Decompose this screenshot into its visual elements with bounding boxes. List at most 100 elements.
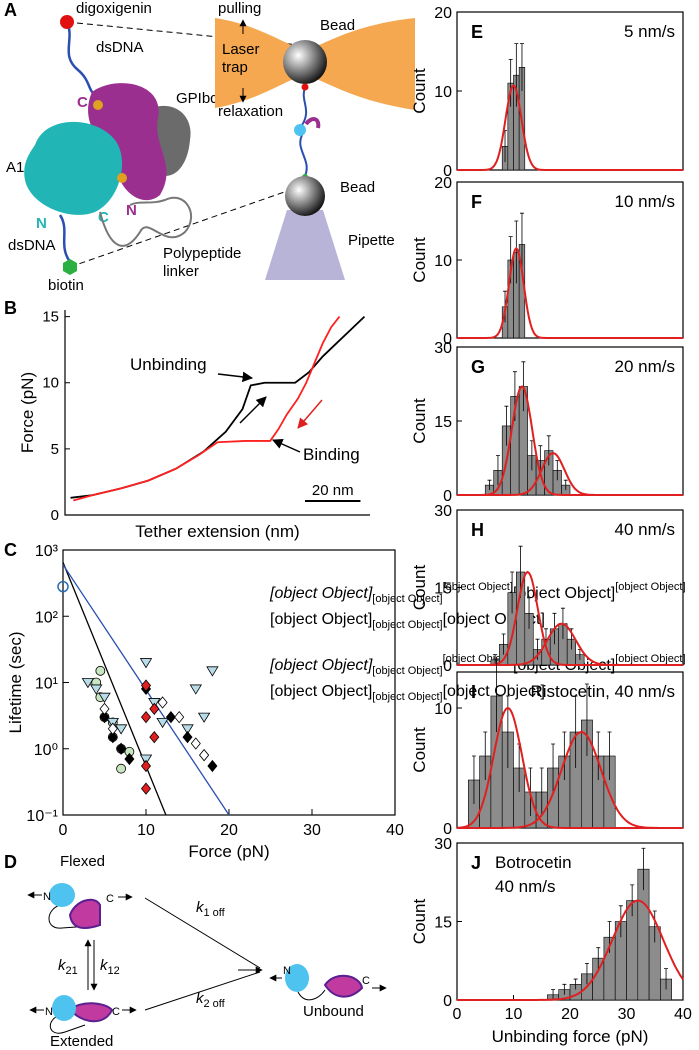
annotation: Unbinding (130, 355, 207, 374)
y-tick-label: 20 (434, 175, 452, 192)
y-axis-label: Lifetime (sec) (6, 631, 25, 733)
text: C (362, 975, 370, 987)
panel-label: A (4, 0, 17, 20)
annotation-part: [object Object] (615, 653, 685, 665)
error-bar (539, 767, 544, 816)
error-bar (664, 968, 669, 990)
text: 2 off (204, 998, 226, 1010)
annotation: [object Object][object Object][object Ob… (270, 611, 545, 631)
annotation-part: [object Object] (270, 611, 372, 628)
point (190, 737, 201, 750)
text: N (36, 215, 47, 232)
annotation-part: [object Object] (269, 585, 373, 602)
text: N (126, 202, 137, 219)
text: 21 (66, 965, 78, 977)
x-tick-label: 30 (618, 1006, 636, 1023)
text: Bead (340, 179, 375, 196)
text: relaxation (218, 103, 283, 120)
text: C (106, 893, 114, 905)
bead (283, 40, 327, 84)
point (199, 749, 210, 762)
panel-label: G (471, 357, 485, 377)
arrow (217, 371, 254, 383)
error-bar (471, 755, 476, 804)
gpib (323, 974, 364, 998)
y-tick-label: 10⁰ (34, 742, 58, 759)
error-bar (487, 479, 492, 491)
error-bar (510, 571, 515, 614)
annotation-part: [object Object] (443, 683, 545, 700)
y-tick-label: 10 (42, 375, 59, 392)
y-axis-label: Force (pN) (18, 372, 37, 453)
dna (299, 87, 308, 177)
x-tick-label: 0 (59, 822, 68, 839)
dot (294, 124, 306, 136)
y-tick-label: 0 (51, 507, 59, 524)
error-bar (514, 220, 519, 284)
point (140, 759, 152, 773)
text: A1 (6, 159, 24, 176)
point (189, 684, 203, 695)
error-bar (551, 989, 556, 1000)
y-tick-label: 20 (434, 5, 452, 22)
x-axis-label: Force (pN) (188, 842, 269, 861)
cys (93, 100, 103, 110)
y-tick-label: 10³ (35, 543, 59, 560)
error-bar (652, 910, 657, 943)
pipette (265, 210, 345, 280)
text: k (196, 990, 205, 1007)
scale-bar-label: 20 nm (312, 482, 354, 499)
annotation-part: [object Object] (615, 581, 685, 593)
panel-d: D Flexed Extended Unbound N C N C k21 k1… (4, 852, 387, 1050)
dna (58, 214, 72, 263)
error-bar (584, 683, 589, 756)
y-axis-label: Count (410, 237, 429, 283)
text: N (45, 1006, 53, 1018)
error-bar (551, 743, 556, 792)
error-bar (504, 405, 509, 446)
cys (117, 173, 127, 183)
y-tick-label: 5 (51, 441, 59, 458)
y-tick-label: 10² (35, 609, 59, 626)
x-tick-label: 40 (386, 822, 404, 839)
text: Laser (222, 41, 260, 58)
text: dsDNA (8, 237, 56, 254)
y-axis-label: Count (410, 398, 429, 444)
fit-curve (457, 84, 683, 171)
text: 12 (108, 965, 120, 977)
point (174, 711, 185, 724)
annotation-part: [object Object] (372, 593, 442, 605)
point (140, 679, 152, 692)
hook (304, 117, 321, 129)
gpib-structure (88, 83, 167, 201)
condition: 5 nm/s (624, 22, 675, 41)
rate-label: k1 off (196, 899, 226, 919)
point (116, 742, 127, 755)
error-bar (573, 978, 578, 990)
y-tick-label: 0 (443, 488, 452, 505)
error-bar (555, 460, 560, 481)
panel-label: B (4, 298, 17, 318)
rate-label: k21 (58, 957, 78, 977)
point (98, 692, 111, 703)
arrow (272, 439, 301, 453)
condition: Botrocetin (495, 853, 572, 872)
y-tick-label: 0 (443, 821, 452, 838)
condition: 10 nm/s (615, 192, 675, 211)
rate-label: k12 (100, 957, 120, 977)
dashed-guide (69, 189, 291, 268)
text: C (112, 1006, 120, 1018)
error-bar (584, 962, 589, 985)
text: C (98, 209, 109, 226)
text: Bead (320, 17, 355, 34)
fit-curve (457, 899, 684, 1001)
a1 (49, 883, 75, 907)
annotation-part: [object Object] (372, 691, 442, 703)
error-bar (494, 659, 499, 732)
x-tick-label: 0 (453, 1006, 462, 1023)
y-tick-label: 0 (443, 993, 452, 1010)
point (107, 730, 118, 744)
panel-label: D (4, 852, 17, 872)
error-bar (563, 479, 568, 491)
